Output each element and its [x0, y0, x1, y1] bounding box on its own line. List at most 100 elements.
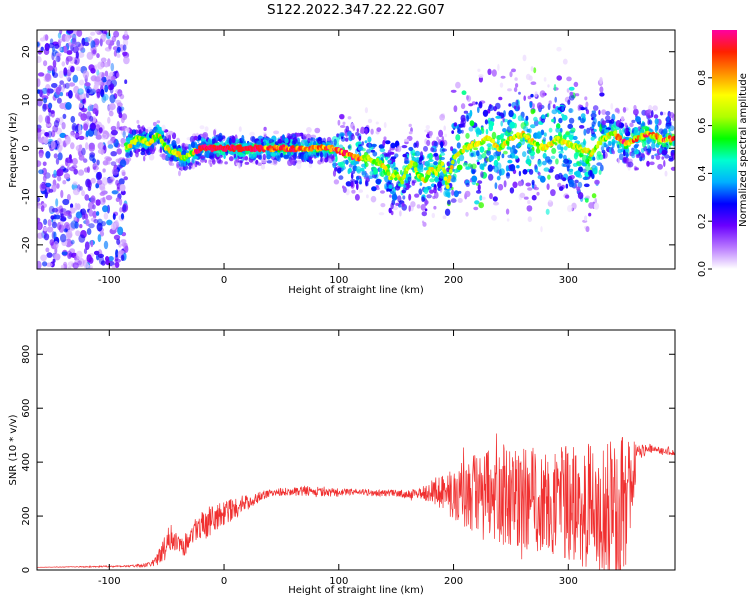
heatmap-blob	[429, 163, 434, 168]
heatmap-blob	[539, 90, 546, 98]
heatmap-blob	[86, 166, 91, 174]
heatmap-blob	[65, 56, 70, 66]
heatmap-blob	[184, 161, 187, 167]
heatmap-blob	[493, 165, 499, 173]
heatmap-blob	[567, 99, 571, 105]
heatmap-blob	[384, 183, 388, 190]
heatmap-blob	[475, 150, 480, 157]
colorbar-tick-label: 0.2	[697, 213, 708, 229]
heatmap-blob	[116, 46, 121, 53]
heatmap-ridge-cell	[461, 149, 466, 154]
heatmap-blob	[258, 154, 262, 161]
heatmap-blob	[370, 195, 377, 203]
heatmap-ridge-cell	[408, 163, 413, 169]
heatmap-blob	[605, 129, 610, 134]
heatmap-ridge-cell	[438, 164, 443, 170]
heatmap-blob	[652, 105, 658, 111]
heatmap-blob	[256, 140, 261, 145]
heatmap-blob	[59, 132, 66, 138]
heatmap-blob	[523, 196, 529, 200]
heatmap-blob	[364, 140, 368, 144]
heatmap-blob	[46, 252, 53, 258]
heatmap-blob	[433, 152, 439, 157]
heatmap-blob	[211, 158, 216, 165]
heatmap-blob	[509, 71, 513, 78]
heatmap-blob	[104, 84, 109, 93]
heatmap-blob	[218, 132, 223, 140]
heatmap-blob	[43, 233, 50, 241]
heatmap-blob	[345, 181, 352, 187]
heatmap-ridge-cell	[400, 180, 405, 185]
colorbar-tick-label: 0.6	[697, 118, 708, 134]
heatmap-blob	[347, 168, 351, 175]
heatmap-blob	[605, 144, 610, 150]
y-tick-label: -20	[21, 237, 32, 253]
heatmap-blob	[541, 114, 546, 120]
heatmap-blob	[79, 224, 83, 229]
heatmap-blob	[580, 118, 586, 124]
heatmap-blob	[83, 248, 88, 255]
heatmap-blob	[460, 103, 466, 110]
heatmap-blob	[543, 132, 547, 137]
heatmap-blob	[93, 83, 99, 90]
heatmap-blob	[84, 82, 91, 87]
heatmap-blob	[471, 163, 477, 170]
heatmap-blob	[547, 84, 550, 88]
heatmap-blob	[59, 220, 64, 226]
heatmap-blob	[446, 161, 450, 167]
heatmap-blob	[126, 156, 132, 162]
heatmap-blob	[594, 179, 600, 185]
heatmap-blob	[171, 140, 177, 146]
heatmap-blob	[440, 141, 444, 149]
heatmap-blob	[488, 104, 494, 111]
heatmap-ridge-cell	[535, 141, 540, 147]
heatmap-blob	[494, 182, 498, 190]
heatmap-blob	[63, 222, 70, 230]
heatmap-blob	[467, 163, 472, 168]
heatmap-blob	[627, 161, 634, 168]
heatmap-blob	[98, 71, 106, 78]
heatmap-blob	[77, 51, 85, 58]
heatmap-blob	[548, 127, 553, 133]
heatmap-blob	[37, 128, 42, 133]
heatmap-blob	[475, 128, 481, 135]
heatmap-blob	[86, 111, 92, 120]
heatmap-blob	[45, 262, 53, 267]
heatmap-blob	[57, 54, 61, 62]
heatmap-blob	[303, 133, 307, 141]
heatmap-blob	[37, 221, 43, 231]
heatmap-blob	[107, 144, 114, 149]
y-tick-label: 20	[21, 45, 32, 58]
heatmap-blob	[54, 43, 60, 49]
heatmap-blob	[456, 164, 463, 171]
heatmap-blob	[547, 103, 551, 111]
heatmap-blob	[503, 180, 507, 188]
heatmap-blob	[451, 130, 455, 135]
heatmap-blob	[500, 120, 504, 127]
heatmap-blob	[379, 148, 386, 153]
heatmap-blob	[605, 119, 610, 123]
heatmap-blob	[583, 183, 590, 188]
heatmap-blob	[569, 91, 574, 96]
heatmap-blob	[38, 138, 45, 143]
heatmap-blob	[517, 180, 523, 187]
heatmap-blob	[70, 203, 74, 209]
heatmap-blob	[402, 184, 407, 188]
heatmap-blob	[333, 138, 337, 146]
heatmap-blob	[75, 66, 82, 71]
heatmap-blob	[577, 107, 581, 111]
heatmap-blob	[248, 152, 252, 158]
heatmap-blob	[599, 164, 604, 172]
heatmap-blob	[389, 194, 392, 198]
heatmap-blob	[419, 167, 424, 173]
heatmap-blob	[70, 142, 75, 150]
heatmap-blob	[72, 181, 78, 186]
heatmap-blob	[122, 44, 127, 51]
heatmap-blob	[525, 115, 529, 121]
heatmap-blob	[69, 131, 74, 137]
heatmap-blob	[70, 66, 75, 73]
heatmap-blob	[672, 139, 675, 147]
heatmap-blob	[99, 197, 106, 205]
heatmap-blob	[117, 164, 122, 171]
